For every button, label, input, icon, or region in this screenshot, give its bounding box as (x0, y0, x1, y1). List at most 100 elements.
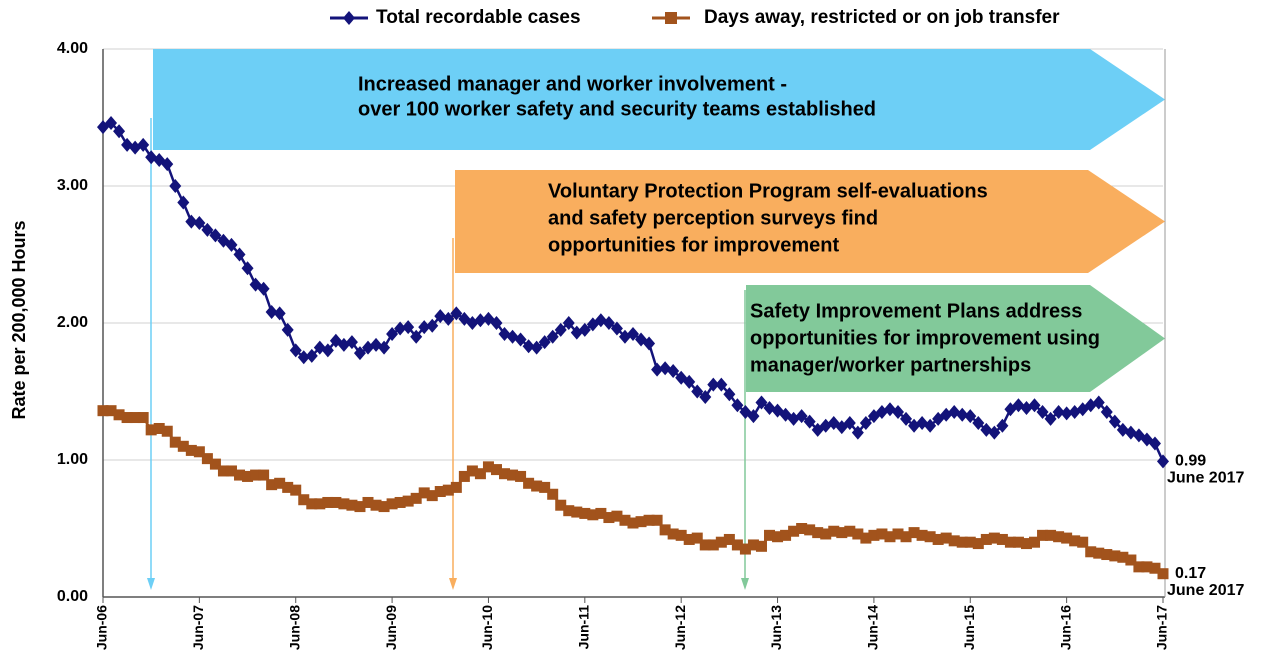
data-point (739, 543, 751, 555)
data-point (193, 446, 205, 458)
data-point (731, 539, 743, 551)
data-point (699, 389, 712, 404)
x-tick-label: Jun-14 (865, 605, 881, 650)
data-point (113, 409, 125, 421)
data-point (755, 395, 768, 410)
data-point (1069, 535, 1081, 547)
data-point (1148, 436, 1161, 451)
data-point (924, 531, 936, 543)
data-point (956, 536, 968, 548)
data-point (538, 335, 551, 350)
data-point (956, 407, 969, 422)
data-point (699, 539, 711, 551)
data-point (900, 531, 912, 543)
data-point (844, 525, 856, 537)
data-point (667, 528, 679, 540)
data-point (522, 339, 535, 354)
data-point (523, 477, 535, 489)
data-point (1100, 405, 1113, 420)
data-point (707, 377, 720, 392)
data-point (996, 418, 1009, 433)
data-point (250, 469, 262, 481)
data-point (868, 529, 880, 541)
data-point (803, 414, 816, 429)
data-point (410, 492, 422, 504)
data-point (185, 214, 198, 229)
data-point (547, 488, 559, 500)
x-tick-label: Jun-10 (479, 605, 495, 650)
data-point (394, 321, 407, 336)
data-point (386, 326, 399, 341)
x-tick-label: Jun-07 (190, 605, 206, 650)
data-point (747, 539, 759, 551)
annotation-text: over 100 worker safety and security team… (358, 98, 876, 120)
data-point (474, 468, 486, 480)
x-tick-label: Jun-11 (576, 605, 592, 650)
data-point (1029, 536, 1041, 548)
data-point (265, 305, 278, 320)
data-point (353, 346, 366, 361)
data-point (161, 425, 173, 437)
x-tick-label: Jun-13 (768, 605, 784, 650)
data-point (1053, 531, 1065, 543)
data-point (153, 422, 165, 434)
data-point (1133, 561, 1145, 573)
data-point (297, 350, 310, 365)
data-point (651, 362, 664, 377)
data-point (932, 533, 944, 545)
data-point (490, 464, 502, 476)
data-point (820, 528, 832, 540)
data-point (105, 405, 117, 417)
data-point (755, 540, 767, 552)
y-tick-label: 2.00 (57, 314, 88, 331)
data-point (490, 316, 503, 330)
data-point (610, 321, 623, 336)
data-point (499, 468, 511, 480)
data-point (113, 124, 126, 139)
data-point (796, 523, 808, 534)
data-point (1085, 546, 1097, 558)
annotation-text: Voluntary Protection Program self-evalua… (548, 180, 988, 202)
annotation-banner (153, 49, 1165, 150)
data-point (723, 533, 735, 545)
x-tick-label: Jun-15 (961, 605, 977, 650)
annotation-text: and safety perception surveys find (548, 207, 878, 229)
y-tick-label: 1.00 (57, 451, 88, 468)
data-point (772, 531, 784, 543)
data-point (482, 461, 494, 473)
data-point (747, 409, 760, 424)
data-point (426, 490, 438, 502)
data-point (643, 336, 656, 351)
data-point (442, 311, 455, 326)
data-point (258, 469, 270, 481)
data-point (378, 340, 391, 355)
data-point (97, 405, 109, 417)
annotation-arrowhead (147, 578, 155, 590)
x-tick-label: Jun-17 (1154, 605, 1170, 650)
data-point (571, 506, 583, 518)
data-point (298, 494, 310, 506)
data-point (611, 510, 623, 522)
data-point (530, 340, 543, 355)
data-point (394, 496, 406, 508)
data-point (988, 425, 1001, 440)
data-point (1093, 547, 1105, 559)
data-point (507, 469, 519, 481)
data-point (410, 329, 423, 344)
data-point (1109, 550, 1121, 562)
data-point (233, 247, 246, 262)
data-point (282, 481, 294, 493)
annotation-text: opportunities for improvement using (750, 327, 1100, 349)
data-point (137, 137, 150, 152)
data-point (884, 531, 896, 543)
data-point (242, 470, 254, 482)
data-point (683, 374, 696, 389)
data-point (723, 387, 736, 402)
y-tick-label: 4.00 (57, 40, 88, 57)
legend-marker (665, 12, 677, 24)
data-point (602, 316, 615, 330)
data-point (338, 498, 350, 510)
data-point (1004, 536, 1016, 548)
data-point (1045, 529, 1057, 541)
data-point (603, 512, 615, 524)
